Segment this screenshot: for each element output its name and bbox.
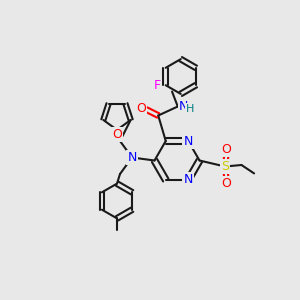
Text: S: S [221, 160, 229, 173]
Text: N: N [179, 100, 189, 113]
Text: N: N [184, 134, 193, 148]
Text: O: O [222, 177, 231, 190]
Text: H: H [186, 104, 194, 114]
Text: O: O [136, 101, 146, 115]
Text: O: O [112, 128, 122, 141]
Text: N: N [127, 151, 137, 164]
Text: N: N [184, 173, 193, 187]
Text: O: O [222, 143, 231, 156]
Text: F: F [154, 79, 161, 92]
